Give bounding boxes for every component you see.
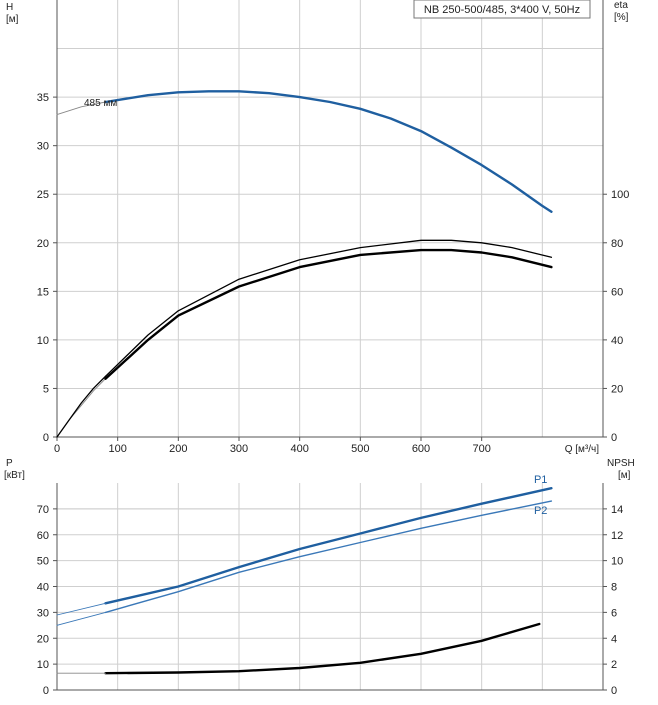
y-tick-label-right: 0: [611, 432, 617, 444]
y-tick-label-right: 40: [611, 335, 623, 347]
y-axis-unit-left-bottom: [кВт]: [4, 470, 25, 481]
y-tick-label-right: 6: [611, 607, 617, 619]
y-tick-label-left: 10: [37, 659, 49, 671]
y-tick-label-left: 25: [37, 189, 49, 201]
series-line-1-4: [104, 622, 541, 675]
y-tick-label-left: 60: [37, 530, 49, 542]
y-axis-title-right-bottom: NPSH: [607, 458, 635, 469]
y-axis-unit-left: [м]: [6, 14, 19, 25]
y-tick-label-right: 14: [611, 504, 623, 516]
x-tick-label: 100: [108, 443, 126, 455]
series-line-1-0: [104, 487, 553, 605]
y-tick-label-left: 5: [43, 383, 49, 395]
series-line-0-5: [104, 239, 553, 377]
series-line-0-1: [104, 90, 553, 213]
y-tick-label-left: 50: [37, 556, 49, 568]
y-axis-unit-right-bottom: [м]: [618, 470, 631, 481]
y-tick-label-left: 20: [37, 633, 49, 645]
x-tick-label: 600: [412, 443, 430, 455]
series-line-1-2: [104, 500, 553, 614]
x-tick-label: 700: [472, 443, 490, 455]
y-axis-title-left-bottom: P: [6, 458, 13, 469]
x-tick-label: 500: [351, 443, 369, 455]
y-tick-label-right: 4: [611, 633, 617, 645]
series-line-1-1: [56, 602, 106, 616]
series-line-0-4: [56, 375, 107, 438]
y-tick-label-right: 100: [611, 189, 629, 201]
x-tick-label: 0: [54, 443, 60, 455]
series-line-0-0: [56, 101, 106, 116]
y-tick-label-left: 0: [43, 432, 49, 444]
y-tick-label-right: 20: [611, 383, 623, 395]
y-axis-title-left: H: [6, 2, 13, 13]
series-line-1-3: [56, 611, 106, 626]
y-tick-label-left: 30: [37, 141, 49, 153]
y-tick-label-left: 40: [37, 582, 49, 594]
y-tick-label-left: 35: [37, 92, 49, 104]
y-tick-label-right: 0: [611, 685, 617, 697]
x-tick-label: 200: [169, 443, 187, 455]
y-axis-unit-right: [%]: [614, 12, 629, 23]
x-tick-label: 300: [230, 443, 248, 455]
curve-diameter-label: 485 мм: [84, 98, 117, 109]
y-tick-label-left: 30: [37, 607, 49, 619]
series-line-0-3: [104, 248, 553, 380]
y-tick-label-left: 15: [37, 286, 49, 298]
y-tick-label-left: 20: [37, 238, 49, 250]
y-tick-label-left: 70: [37, 504, 49, 516]
y-tick-label-right: 10: [611, 556, 623, 568]
series-label-p1: P1: [534, 474, 547, 486]
y-axis-title-right: eta: [614, 0, 628, 11]
y-tick-label-left: 10: [37, 335, 49, 347]
series-label-p2: P2: [534, 505, 547, 517]
y-tick-label-right: 12: [611, 530, 623, 542]
chart-title: NB 250-500/485, 3*400 V, 50Hz: [424, 4, 580, 16]
y-tick-label-right: 8: [611, 582, 617, 594]
y-tick-label-left: 0: [43, 685, 49, 697]
title-box: [413, 0, 591, 19]
y-tick-label-right: 60: [611, 286, 623, 298]
x-tick-label: 400: [290, 443, 308, 455]
y-tick-label-right: 80: [611, 238, 623, 250]
x-axis-label: Q [м³/ч]: [565, 444, 600, 455]
y-tick-label-right: 2: [611, 659, 617, 671]
